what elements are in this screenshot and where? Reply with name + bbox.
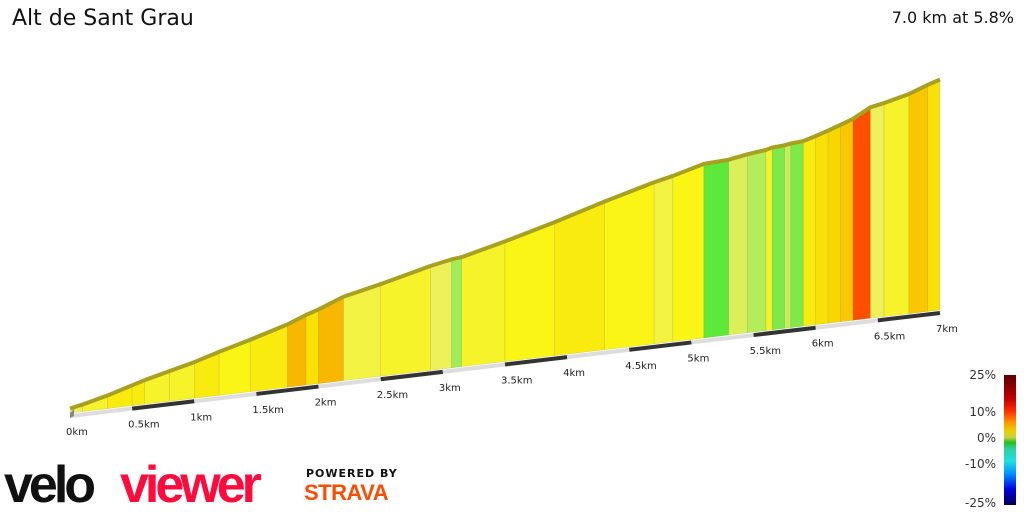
distance-band [504,355,568,367]
x-tick-label: 6.5km [874,331,905,342]
veloviewer-logo: velo viewer [4,456,266,508]
distance-band [318,377,381,389]
gradient-legend: 25% 10% 0% -10% -25% [950,368,1024,512]
gradient-segment [771,146,785,331]
gradient-segment [604,183,655,351]
gradient-segment [703,160,730,339]
x-tick-label: 4.5km [625,361,656,372]
gradient-color-scale [1004,375,1016,505]
distance-band [753,325,816,338]
strava-logo: STRAVA [304,480,389,505]
gradient-segment [908,85,928,315]
powered-by-label: POWERED BY [306,467,398,480]
distance-band [815,318,879,330]
gradient-segment [672,164,705,342]
gradient-segment [790,142,804,328]
gradient-segment [802,137,817,327]
gradient-segment [554,202,605,356]
gradient-segment [504,223,556,362]
legend-label: 25% [969,368,996,382]
gradient-segment [852,108,871,321]
x-tick-label: 0km [66,427,88,438]
distance-band [194,391,257,404]
gradient-segment [815,131,829,326]
distance-band [256,384,319,396]
distance-band [629,340,692,352]
profile-ridge [69,77,941,411]
x-tick-label: 7km [936,324,958,335]
gradient-segment [728,155,748,336]
x-tick-label: 1km [190,412,212,423]
x-tick-label: 6km [812,339,834,350]
gradient-segment [927,80,941,312]
gradient-segment [380,267,431,377]
gradient-segment [430,260,452,371]
page-title: Alt de Sant Grau [12,6,194,31]
logo-velo: velo [4,456,94,508]
distance-band [566,347,630,360]
gradient-segment [653,177,674,345]
gradient-segment [318,297,344,384]
gradient-segment [883,95,910,317]
climb-summary: 7.0 km at 5.8% [891,8,1014,27]
x-tick-label: 5.5km [750,346,781,357]
x-tick-label: 3km [439,383,461,394]
gradient-segment [840,119,854,323]
x-tick-label: 2km [315,398,337,409]
x-tick-label: 0.5km [128,420,159,431]
gradient-segment [305,310,319,386]
x-tick-label: 5km [687,353,709,364]
distance-band [380,369,444,382]
elevation-profile-chart: 0km 0.5km 1km 1.5km 2km 2.5km 3km 3.5km 4km 4.5km… [66,77,958,438]
x-tick-label: 3.5km [501,376,532,387]
legend-label: 10% [969,405,996,419]
logo-viewer: viewer [120,456,262,508]
gradient-segment [343,285,382,381]
gradient-segment [765,148,773,331]
gradient-segment [451,258,462,369]
gradient-segment [287,315,307,388]
gradient-segment [870,104,885,319]
gradient-segment [827,125,841,324]
profile-start-edge [70,409,74,418]
distance-band [442,362,506,374]
x-tick-label: 4km [563,368,585,379]
gradient-segment [461,242,506,367]
distance-band [877,311,941,323]
legend-label: 0% [976,431,996,445]
legend-label: -10% [964,457,996,471]
gradient-segment [747,150,767,334]
distance-band [131,399,195,411]
distance-band [69,406,133,418]
x-tick-label: 2.5km [377,390,408,401]
gradient-segment [784,144,792,329]
x-tick-label: 1.5km [252,405,283,416]
legend-label: -25% [964,496,996,510]
distance-band [691,333,754,345]
